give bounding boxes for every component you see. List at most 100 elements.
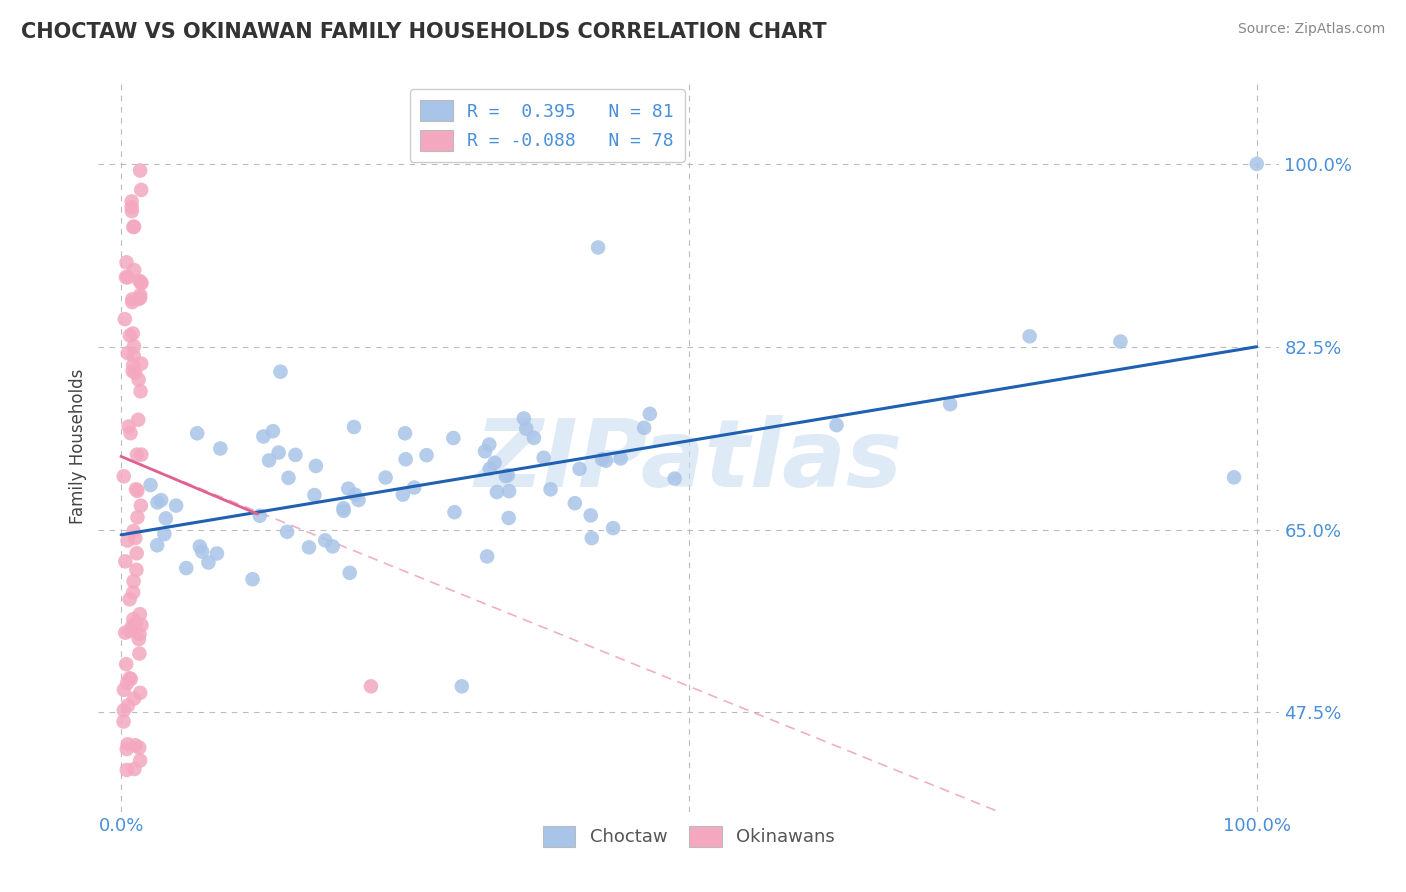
Point	[591, 452, 613, 467]
Point	[443, 505, 465, 519]
Point	[392, 488, 415, 502]
Point	[394, 426, 416, 441]
Point	[415, 448, 437, 462]
Point	[441, 431, 464, 445]
Point	[633, 421, 655, 435]
Point	[114, 312, 136, 326]
Point	[188, 540, 211, 554]
Point	[146, 495, 169, 509]
Point	[344, 488, 367, 502]
Point	[360, 679, 382, 693]
Point	[117, 698, 139, 713]
Point	[474, 444, 496, 458]
Point	[564, 496, 586, 510]
Point	[112, 682, 135, 697]
Point	[122, 574, 145, 589]
Point	[120, 426, 142, 441]
Point	[129, 499, 152, 513]
Point	[121, 204, 143, 219]
Point	[115, 742, 138, 756]
Text: Source: ZipAtlas.com: Source: ZipAtlas.com	[1237, 22, 1385, 37]
Point	[124, 762, 146, 776]
Point	[124, 366, 146, 380]
Point	[146, 538, 169, 552]
Point	[252, 429, 274, 443]
Point	[1246, 157, 1268, 171]
Point	[124, 739, 146, 753]
Point	[498, 484, 520, 499]
Point	[343, 420, 366, 434]
Point	[347, 493, 370, 508]
Point	[121, 364, 143, 378]
Point	[127, 413, 149, 427]
Point	[139, 478, 162, 492]
Point	[298, 541, 321, 555]
Text: CHOCTAW VS OKINAWAN FAMILY HOUSEHOLDS CORRELATION CHART: CHOCTAW VS OKINAWAN FAMILY HOUSEHOLDS CO…	[21, 22, 827, 42]
Point	[523, 431, 546, 445]
Point	[128, 627, 150, 641]
Point	[450, 679, 472, 693]
Point	[579, 508, 602, 523]
Point	[114, 554, 136, 568]
Point	[122, 585, 145, 599]
Point	[117, 270, 139, 285]
Point	[114, 625, 136, 640]
Point	[118, 624, 141, 638]
Point	[120, 672, 142, 686]
Point	[276, 524, 298, 539]
Point	[191, 544, 214, 558]
Point	[122, 612, 145, 626]
Point	[122, 691, 145, 706]
Point	[395, 452, 418, 467]
Point	[125, 546, 148, 560]
Point	[118, 328, 141, 343]
Point	[581, 531, 603, 545]
Point	[540, 483, 562, 497]
Point	[117, 533, 139, 548]
Point	[205, 547, 228, 561]
Point	[124, 531, 146, 545]
Point	[128, 647, 150, 661]
Point	[129, 754, 152, 768]
Point	[478, 461, 501, 475]
Point	[128, 607, 150, 622]
Text: ZIPatlas: ZIPatlas	[475, 415, 903, 507]
Point	[122, 219, 145, 234]
Point	[174, 561, 197, 575]
Point	[478, 437, 501, 451]
Point	[129, 275, 152, 289]
Point	[498, 511, 520, 525]
Point	[122, 339, 145, 353]
Point	[122, 219, 145, 234]
Point	[242, 572, 264, 586]
Point	[122, 326, 145, 341]
Point	[332, 504, 354, 518]
Point	[939, 397, 962, 411]
Point	[186, 426, 208, 441]
Point	[496, 468, 519, 483]
Point	[117, 737, 139, 751]
Point	[131, 618, 153, 632]
Point	[638, 407, 661, 421]
Point	[125, 563, 148, 577]
Point	[475, 549, 498, 564]
Point	[129, 163, 152, 178]
Point	[128, 632, 150, 646]
Point	[128, 274, 150, 288]
Point	[118, 671, 141, 685]
Point	[115, 255, 138, 269]
Point	[153, 527, 176, 541]
Point	[1109, 334, 1132, 349]
Point	[277, 471, 299, 485]
Point	[125, 615, 148, 630]
Point	[112, 714, 135, 729]
Point	[131, 277, 153, 291]
Point	[129, 183, 152, 197]
Point	[131, 448, 153, 462]
Point	[127, 510, 149, 524]
Point	[127, 483, 149, 498]
Point	[495, 469, 517, 483]
Point	[121, 194, 143, 209]
Point	[305, 458, 328, 473]
Point	[129, 288, 152, 302]
